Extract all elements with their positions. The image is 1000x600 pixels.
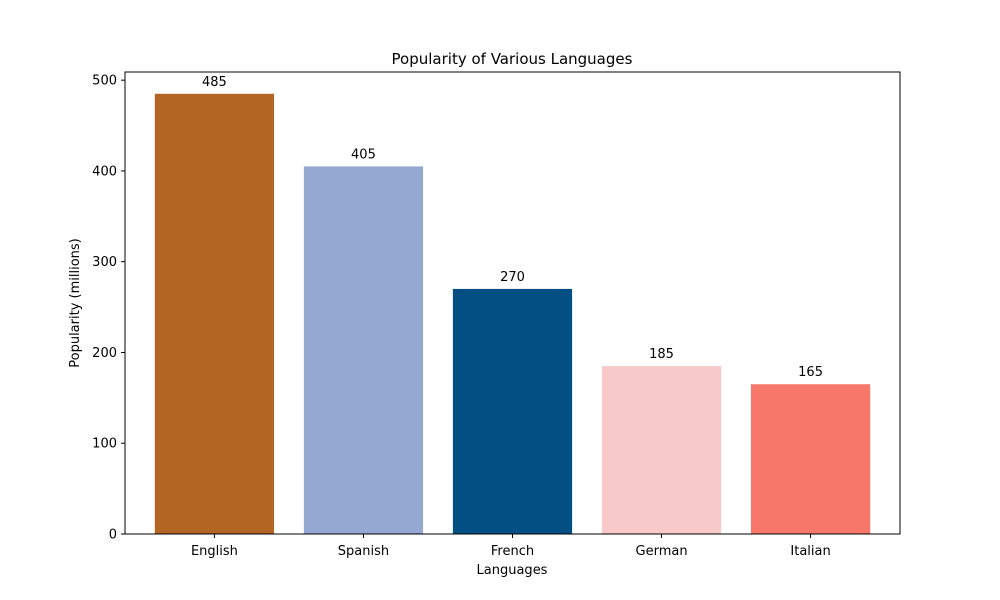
x-tick-label-english: English [191, 544, 238, 559]
x-tick-label-spanish: Spanish [338, 544, 389, 559]
x-axis-ticks: English Spanish French German Italian [191, 534, 831, 559]
y-axis-label: Popularity (millions) [68, 238, 83, 368]
bar-french [452, 288, 573, 534]
y-tick-label: 400 [92, 164, 117, 179]
plot-frame [124, 71, 901, 535]
chart-title: Popularity of Various Languages [392, 50, 633, 68]
x-tick-label-german: German [636, 544, 688, 559]
value-label-english: 485 [202, 75, 227, 90]
value-labels-layer: 485 405 270 185 165 [202, 75, 823, 380]
y-axis-ticks: 0 100 200 300 400 500 [92, 74, 125, 543]
value-label-german: 185 [649, 347, 674, 362]
bars-layer [154, 93, 871, 534]
x-tick-label-french: French [491, 544, 534, 559]
y-tick-label: 200 [92, 346, 117, 361]
bar-german [601, 366, 722, 534]
y-tick-label: 100 [92, 437, 117, 452]
y-tick-label: 0 [109, 528, 117, 543]
value-label-spanish: 405 [351, 147, 376, 162]
y-tick-label: 300 [92, 255, 117, 270]
x-tick-label-italian: Italian [790, 544, 830, 559]
y-tick-label: 500 [92, 74, 117, 89]
bar-spanish [303, 166, 424, 534]
bar-english [154, 93, 275, 534]
bar-italian [750, 384, 871, 534]
value-label-italian: 165 [798, 365, 823, 380]
x-axis-label: Languages [477, 563, 548, 578]
value-label-french: 270 [500, 270, 525, 285]
